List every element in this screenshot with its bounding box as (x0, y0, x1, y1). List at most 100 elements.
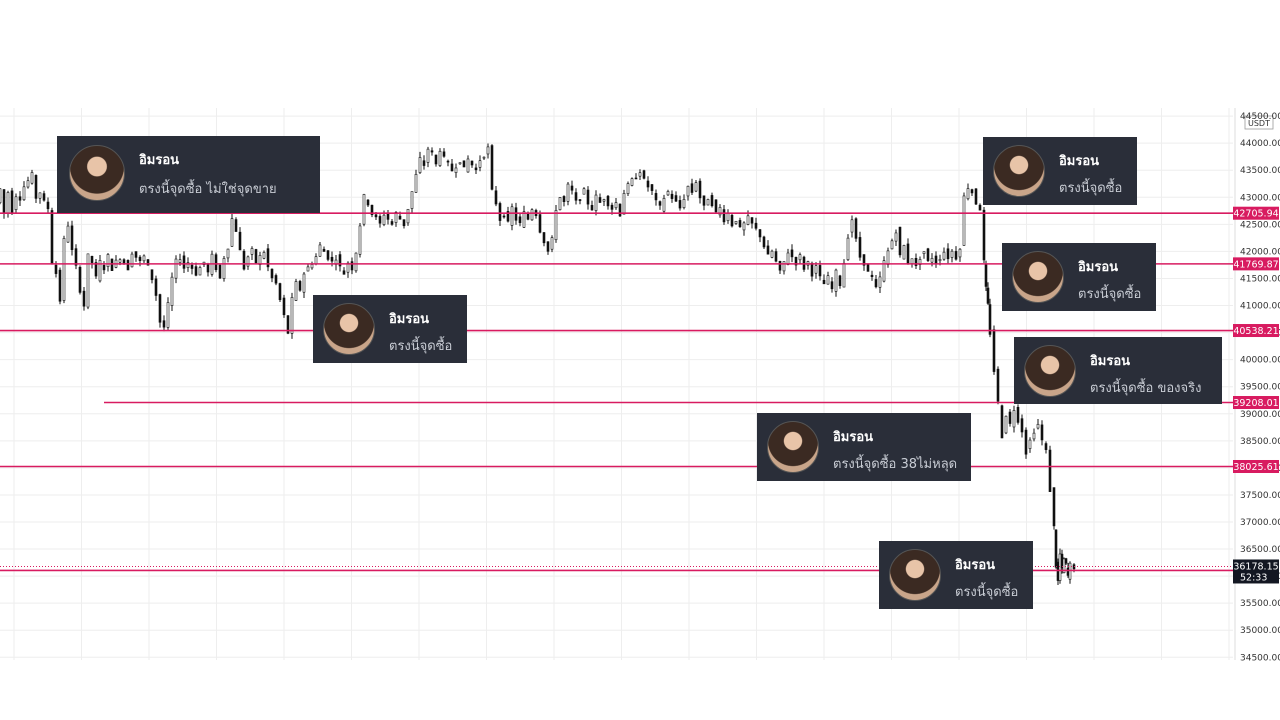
candle-body (882, 260, 886, 282)
candle-body (834, 269, 838, 292)
candle-body (166, 302, 170, 328)
candle-body (142, 255, 146, 262)
candle-body (642, 170, 646, 179)
candle-body (698, 180, 702, 199)
candle-body (758, 229, 762, 238)
candle-body (818, 265, 822, 277)
candle-body (246, 256, 250, 267)
comment-text: ตรงนี้จุดซื้อ (1078, 287, 1142, 302)
candle-body (110, 258, 114, 271)
candle-body (614, 202, 618, 209)
candle-body (1016, 406, 1020, 423)
candle-body (622, 193, 626, 215)
candle-body (582, 188, 586, 195)
candle-body (182, 255, 186, 269)
candle-body (478, 160, 482, 168)
candle-body (718, 207, 722, 216)
candle-body (134, 251, 138, 258)
candle-body (430, 150, 434, 153)
candle-body (602, 199, 606, 202)
candle-body (2, 189, 6, 214)
candle-body (714, 199, 718, 213)
comment-text: ตรงนี้จุดซื้อ ของจริง (1090, 381, 1202, 396)
candle-body (626, 183, 630, 194)
candle-body (1032, 432, 1036, 440)
candle-body (106, 254, 110, 267)
candle-body (1000, 405, 1004, 439)
candle-body (62, 238, 66, 301)
candle-body (606, 195, 610, 207)
candle-body (394, 211, 398, 223)
y-tick-label: 35500.00 (1240, 599, 1280, 609)
candle-body (950, 250, 954, 258)
candle-body (850, 219, 854, 233)
level-price-tag (1233, 459, 1279, 473)
candle-body (410, 191, 414, 209)
comment-bubble: อิมรอน ตรงนี้จุดซื้อ ของจริง (1014, 337, 1222, 404)
y-tick-label: 37500.00 (1240, 491, 1280, 501)
candle-body (190, 264, 194, 269)
candle-body (178, 259, 182, 263)
level-price-tag (1233, 324, 1279, 338)
candle-body (314, 256, 318, 265)
candle-body (326, 250, 330, 260)
candle-body (674, 195, 678, 202)
candle-body (294, 281, 298, 301)
candle-body (94, 262, 98, 277)
candle-body (878, 276, 882, 288)
candle-body (734, 220, 738, 224)
y-tick-label: 39500.00 (1240, 383, 1280, 393)
candle-body (470, 160, 474, 166)
last-price-label: 36178.15 (1233, 561, 1278, 572)
candle-body (1058, 553, 1062, 581)
candle-body (810, 262, 814, 277)
candle-body (486, 146, 490, 155)
candle-body (198, 267, 202, 276)
candle-body (1008, 411, 1012, 424)
commenter-name: อิมรอน (1078, 260, 1119, 275)
candle-body (206, 263, 210, 273)
comment-bubble: อิมรอน ตรงนี้จุดซื้อ (879, 541, 1033, 609)
candle-body (278, 283, 282, 300)
candle-body (992, 329, 996, 372)
candle-body (518, 216, 522, 224)
candle-body (742, 222, 746, 231)
comment-text: ตรงนี้จุดซื้อ 38ไม่หลุด (833, 457, 958, 472)
candle-body (78, 266, 82, 293)
level-price-label: 41769.87 (1233, 259, 1278, 270)
candle-body (298, 281, 302, 291)
candle-body (1028, 439, 1032, 449)
candle-body (350, 261, 354, 271)
candle-body (86, 253, 90, 308)
candle-body (1054, 529, 1058, 568)
candle-body (774, 251, 778, 262)
candle-body (890, 240, 894, 250)
candle-body (1066, 567, 1070, 576)
candle-body (270, 268, 274, 279)
candle-body (746, 215, 750, 225)
candle-body (610, 204, 614, 210)
candle-body (706, 199, 710, 206)
candle-body (70, 225, 74, 250)
candle-body (66, 225, 70, 243)
candle-body (938, 259, 942, 262)
level-price-tag (1233, 396, 1279, 410)
y-tick-label: 44000.00 (1240, 139, 1280, 149)
candle-body (54, 264, 58, 274)
candle-body (984, 263, 988, 287)
commenter-name: อิมรอน (139, 153, 180, 168)
candle-body (866, 263, 870, 272)
y-tick-label: 41500.00 (1240, 274, 1280, 284)
comment-text: ตรงนี้จุดซื้อ (955, 585, 1019, 600)
avatar (889, 549, 941, 601)
candle-body (988, 304, 992, 335)
y-tick-label: 41000.00 (1240, 302, 1280, 312)
candle-body (1048, 449, 1052, 492)
candle-body (458, 162, 462, 165)
candle-body (406, 208, 410, 224)
candle-body (586, 189, 590, 205)
candle-body (442, 151, 446, 157)
y-tick-label: 40000.00 (1240, 356, 1280, 366)
candle-body (10, 190, 14, 214)
